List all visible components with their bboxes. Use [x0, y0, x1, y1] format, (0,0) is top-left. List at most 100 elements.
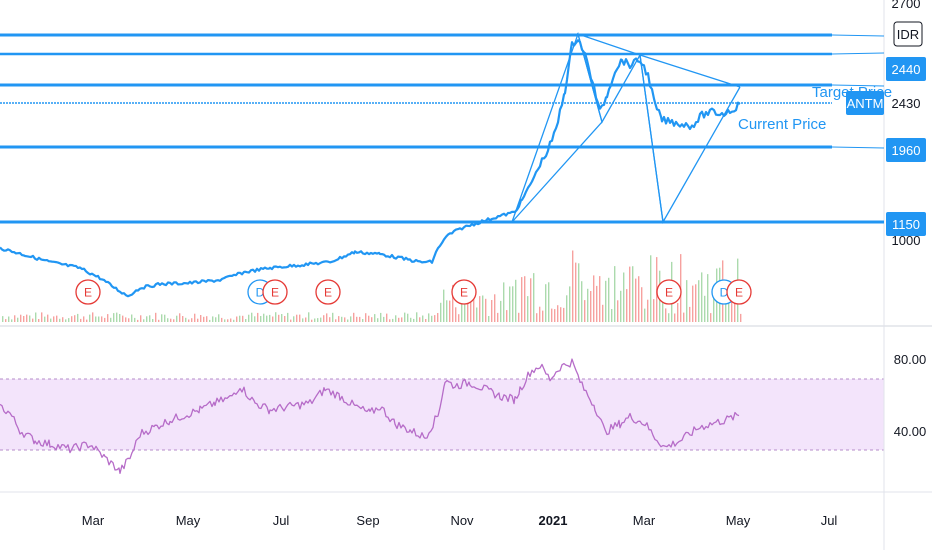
volume-bar — [29, 315, 31, 322]
symbol-tag-bg — [846, 91, 884, 115]
volume-bar — [215, 317, 217, 322]
volume-bar — [224, 319, 226, 322]
volume-bar — [566, 295, 568, 322]
volume-bar — [683, 312, 685, 322]
volume-bar — [155, 312, 157, 322]
volume-bar — [455, 307, 457, 322]
volume-bar — [20, 314, 22, 322]
horizontal-levels[interactable] — [0, 33, 885, 224]
volume-bar — [584, 300, 586, 322]
volume-bar — [605, 280, 607, 322]
volume-bar — [56, 315, 58, 322]
event-marker-earnings[interactable]: E — [315, 279, 341, 305]
volume-bar — [53, 316, 55, 322]
volume-bar — [152, 319, 154, 322]
volume-bar — [281, 314, 283, 322]
volume-bar — [335, 319, 337, 322]
volume-bar — [89, 314, 91, 322]
volume-bar — [383, 316, 385, 322]
volume-bar — [404, 312, 406, 322]
volume-bar — [290, 319, 292, 322]
volume-bar — [233, 319, 235, 322]
volume-bar — [419, 317, 421, 322]
rsi-axis: 80.00 40.00 — [894, 352, 927, 439]
volume-bar — [686, 280, 688, 322]
volume-bar — [449, 300, 451, 322]
event-marker-earnings[interactable]: E — [451, 279, 477, 305]
volume-bar — [413, 318, 415, 322]
volume-bar — [314, 318, 316, 322]
price-tag-bg — [886, 138, 926, 162]
time-axis-label: 2021 — [539, 513, 568, 528]
volume-bar — [320, 317, 322, 322]
volume-bar — [668, 313, 670, 322]
volume-bar — [266, 315, 268, 322]
volume-bar — [326, 313, 328, 322]
volume-bar — [38, 319, 40, 322]
volume-bar — [323, 315, 325, 322]
volume-bar — [392, 318, 394, 322]
volume-bar — [635, 278, 637, 322]
volume-bar — [416, 312, 418, 322]
volume-bar — [245, 319, 247, 322]
volume-bar — [263, 313, 265, 322]
volume-bar — [545, 284, 547, 322]
symbol-tag: ANTM — [847, 96, 884, 111]
harmonic-pattern-top-link[interactable] — [639, 54, 741, 88]
volume-bar — [182, 316, 184, 322]
volume-bar — [191, 318, 193, 322]
volume-bar — [251, 312, 253, 322]
currency-badge[interactable] — [893, 21, 923, 47]
harmonic-pattern[interactable] — [511, 31, 741, 224]
volume-bar — [248, 314, 250, 322]
event-marker-earnings[interactable]: E — [656, 279, 682, 305]
volume-bar — [527, 296, 529, 322]
volume-bar — [401, 317, 403, 322]
volume-bar — [476, 307, 478, 322]
volume-bar — [572, 250, 574, 322]
volume-bar — [578, 263, 580, 322]
event-marker-earnings[interactable]: E — [75, 279, 101, 305]
volume-bar — [650, 255, 652, 322]
volume-bar — [41, 312, 43, 322]
event-marker-label: E — [324, 286, 332, 300]
volume-bar — [104, 317, 106, 322]
volume-bar — [242, 315, 244, 322]
volume-bar — [410, 317, 412, 322]
volume-bar — [278, 314, 280, 322]
price-label-2430: 2430 — [892, 96, 921, 111]
volume-bar — [452, 284, 454, 322]
volume-bar — [386, 313, 388, 322]
volume-bar — [269, 314, 271, 322]
volume-bar — [359, 316, 361, 322]
volume-bar — [380, 312, 382, 322]
volume-bar — [458, 314, 460, 322]
harmonic-pattern-diagonals[interactable] — [511, 32, 664, 223]
volume-bar — [356, 316, 358, 322]
event-marker-label: E — [735, 286, 743, 300]
volume-bar — [602, 304, 604, 322]
volume-bar — [194, 313, 196, 322]
volume-bar — [11, 319, 13, 322]
volume-bar — [86, 319, 88, 322]
volume-bar — [461, 303, 463, 322]
event-marker-earnings[interactable]: E — [262, 279, 288, 305]
volume-bar — [209, 319, 211, 322]
volume-bar — [740, 313, 742, 322]
volume-bar — [653, 299, 655, 322]
volume-bar — [158, 319, 160, 322]
volume-bar — [140, 315, 142, 322]
volume-bar — [479, 296, 481, 322]
volume-bar — [710, 313, 712, 322]
volume-bar — [113, 313, 115, 322]
volume-bar — [575, 262, 577, 322]
volume-bar — [530, 278, 532, 322]
volume-bar — [632, 266, 634, 322]
event-marker-earnings[interactable]: E — [726, 279, 752, 305]
volume-bar — [488, 316, 490, 322]
volume-bar — [614, 266, 616, 322]
event-marker-label: E — [84, 286, 92, 300]
volume-bar — [308, 312, 310, 322]
